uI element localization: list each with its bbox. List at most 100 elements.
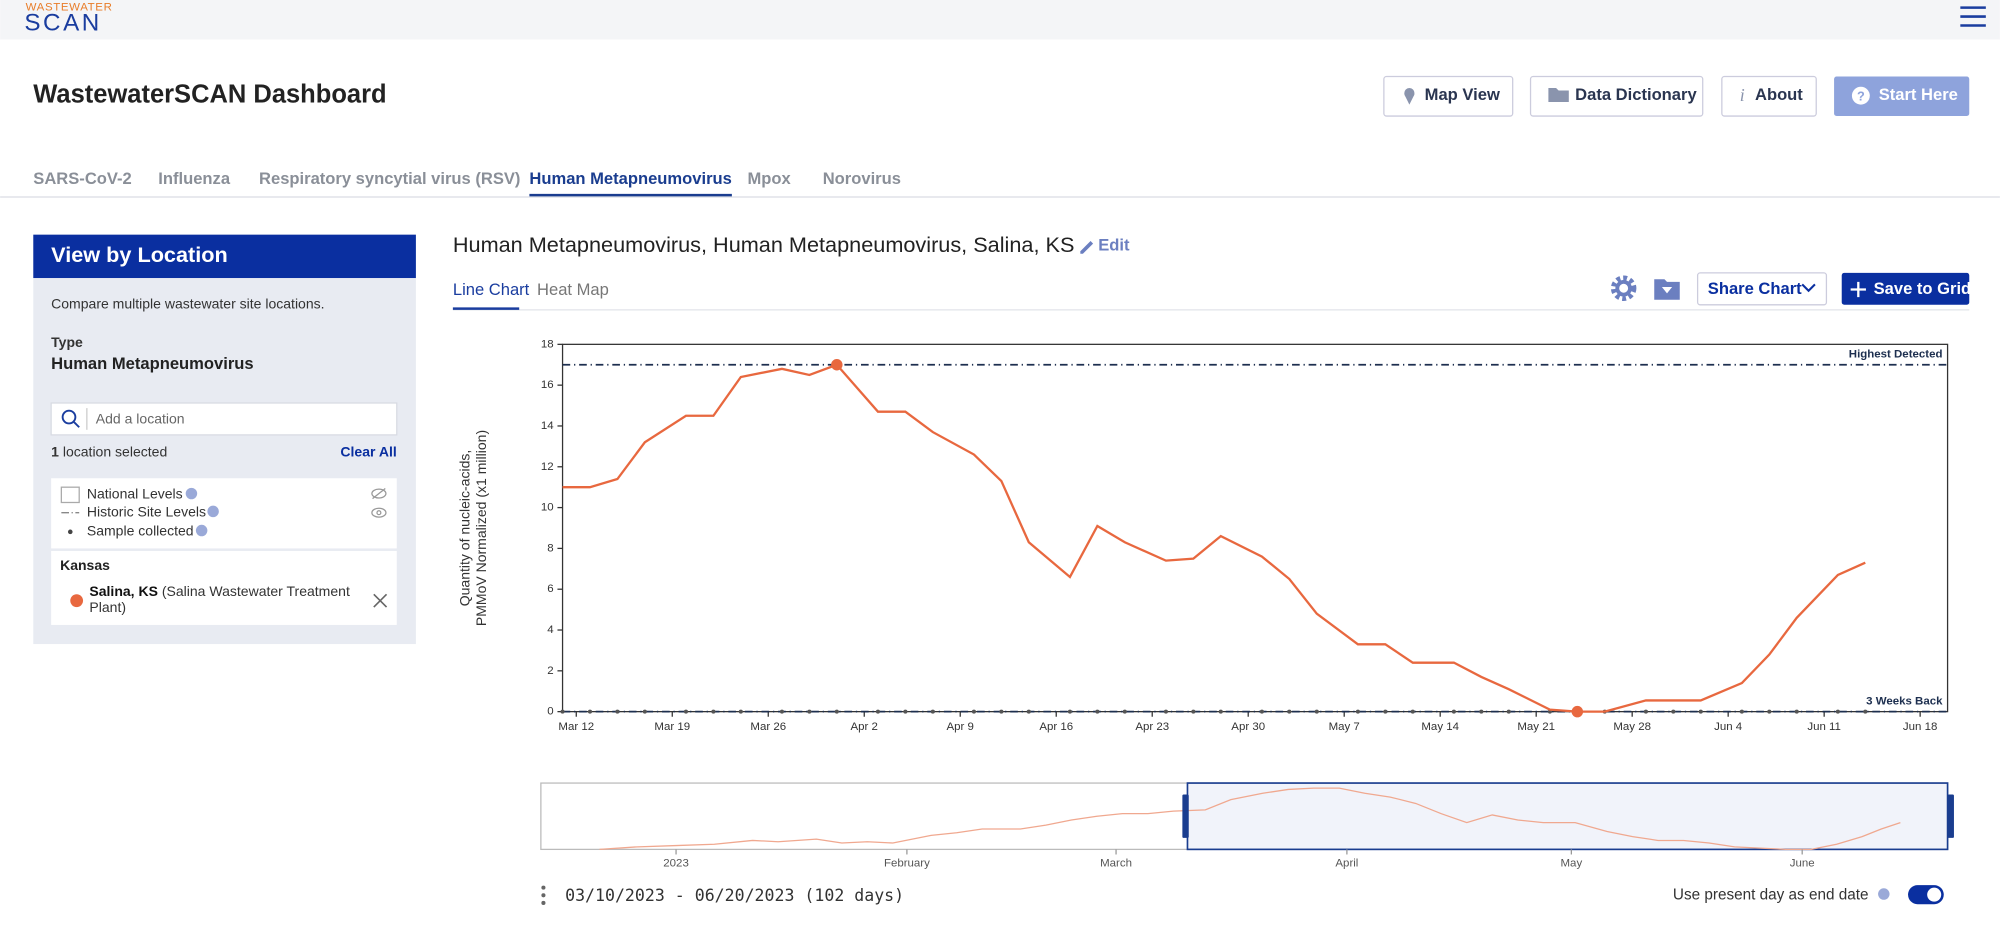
sample-dot: [1163, 709, 1168, 714]
x-tick-label: May 28: [1613, 721, 1651, 733]
sidebar-title: View by Location: [51, 242, 228, 267]
sample-dot: [615, 709, 620, 714]
national-icon: [60, 486, 80, 504]
brush-label: June: [1790, 857, 1815, 869]
sample-dot: [1067, 709, 1072, 714]
tab[interactable]: SARS-CoV-2: [33, 169, 131, 188]
menu-icon[interactable]: [1960, 6, 1986, 27]
x-tick-label: Apr 2: [851, 721, 878, 733]
edit-link[interactable]: Edit: [1098, 236, 1130, 255]
sample-dot: [1643, 709, 1648, 714]
tab[interactable]: Norovirus: [823, 169, 901, 188]
type-value: Human Metapneumovirus: [51, 354, 253, 373]
brush-handle[interactable]: [1947, 794, 1954, 838]
sample-dot: [1355, 709, 1360, 714]
brush-selection[interactable]: [1186, 782, 1949, 851]
y-tick-label: 8: [547, 542, 553, 554]
sample-dot: [1479, 709, 1484, 714]
start-here-button[interactable]: ? Start Here: [1834, 76, 1970, 117]
sample-dot: [1191, 709, 1196, 714]
legend-item: Sample collected: [87, 523, 194, 539]
x-tick-label: May 7: [1329, 721, 1360, 733]
reference-label: Highest Detected: [1849, 349, 1943, 361]
sample-dot: [711, 709, 716, 714]
x-tick-label: Mar 12: [558, 721, 594, 733]
sample-dot: [1410, 709, 1415, 714]
tab[interactable]: Mpox: [747, 169, 791, 188]
view-tab[interactable]: Heat Map: [537, 280, 609, 299]
sample-dot: [642, 709, 647, 714]
data-dictionary-button[interactable]: Data Dictionary: [1529, 75, 1704, 117]
sample-dot: [834, 709, 839, 714]
tab[interactable]: Influenza: [158, 169, 231, 188]
remove-site[interactable]: [373, 593, 388, 608]
site-box: [51, 550, 397, 625]
sample-dot: [1794, 709, 1799, 714]
button-label: Start Here: [1879, 85, 1958, 104]
tab[interactable]: Human Metapneumovirus: [529, 169, 731, 188]
sample-dot: [1863, 709, 1868, 714]
x-tick-label: Mar 26: [750, 721, 786, 733]
sample-dot: [999, 709, 1004, 714]
sample-dot: [903, 709, 908, 714]
sample-dot: [930, 709, 935, 714]
y-tick-label: 14: [541, 420, 554, 432]
x-tick-label: Jun 18: [1903, 721, 1937, 733]
clear-all[interactable]: Clear All: [340, 443, 396, 459]
location-search[interactable]: Add a location: [50, 402, 398, 436]
x-tick-label: Apr 9: [947, 721, 974, 733]
help-icon: [1878, 888, 1890, 900]
button-label: Share Chart: [1708, 279, 1802, 298]
type-label: Type: [51, 334, 83, 350]
about-button[interactable]: i About: [1721, 75, 1817, 117]
view-tab-active[interactable]: Line Chart: [453, 280, 530, 299]
present-day-toggle[interactable]: [1908, 885, 1944, 905]
sidebar-description: Compare multiple wastewater site locatio…: [51, 296, 324, 312]
sample-dot: [738, 709, 743, 714]
sidebar-header: [33, 234, 416, 279]
button-label: About: [1755, 85, 1803, 104]
x-tick-label: Jun 4: [1714, 721, 1743, 733]
sample-dot: [1698, 709, 1703, 714]
sample-dot: [1767, 709, 1772, 714]
map-view-button[interactable]: Map View: [1383, 75, 1514, 117]
site-detail: Plant): [89, 599, 126, 615]
y-axis-label: PMMoV Normalized (x1 million): [473, 430, 489, 626]
site-color: [70, 594, 84, 608]
x-tick-label: May 21: [1517, 721, 1555, 733]
page-title: WastewaterSCAN Dashboard: [33, 80, 386, 108]
selected-count: 1: [51, 443, 59, 459]
y-tick-label: 6: [547, 583, 553, 595]
reference-label: 3 Weeks Back: [1866, 695, 1943, 707]
sample-dot: [1671, 709, 1676, 714]
search-placeholder: Add a location: [96, 410, 185, 426]
brush-label: April: [1335, 857, 1358, 869]
tab-bar: SARS-CoV-2 Influenza Respiratory syncytial…: [33, 169, 901, 197]
brush-handle[interactable]: [1182, 794, 1189, 838]
tab[interactable]: Respiratory syncytial virus (RSV): [259, 169, 520, 188]
brush-label: May: [1561, 857, 1583, 869]
save-to-grid-button[interactable]: Save to Grid: [1841, 272, 1972, 305]
selected-text: location selected: [63, 443, 167, 459]
button-label: Data Dictionary: [1575, 85, 1697, 104]
settings-button[interactable]: [1610, 275, 1637, 301]
selected-summary: 1 location selected: [51, 443, 167, 459]
help-icons: [185, 487, 219, 537]
sample-dot: [587, 709, 593, 714]
visibility-toggles[interactable]: [371, 487, 387, 518]
range-menu[interactable]: [541, 885, 546, 905]
share-chart-button[interactable]: Share Chart: [1696, 272, 1828, 306]
x-tick-label: Apr 30: [1231, 721, 1265, 733]
site-name: Salina, KS: [89, 582, 158, 598]
sample-dot: [779, 709, 785, 714]
brush-label: 2023: [663, 857, 689, 869]
site-line: Salina, KS (Salina Wastewater Treatment: [89, 582, 350, 598]
sample-dot: [1383, 709, 1388, 714]
logo-top: WASTEWATER: [26, 2, 113, 14]
legend-item: National Levels: [87, 486, 183, 502]
top-bar: [0, 0, 2000, 40]
download-button[interactable]: [1654, 279, 1680, 300]
sample-dot: [683, 709, 689, 714]
button-label: Save to Grid: [1874, 279, 1972, 298]
sample-dot: [1122, 709, 1127, 714]
